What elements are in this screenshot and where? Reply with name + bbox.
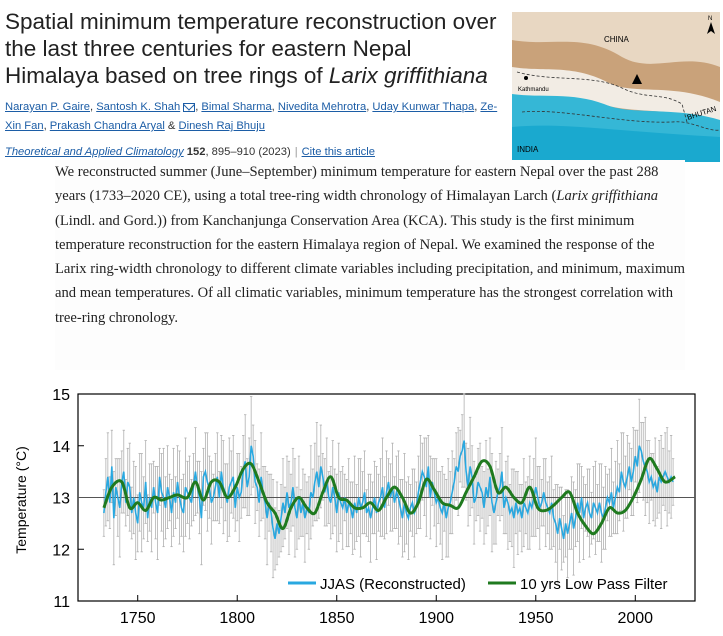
y-tick-label: 13 <box>52 491 70 508</box>
y-tick-label: 12 <box>52 542 70 559</box>
kathmandu-marker <box>524 76 528 80</box>
temperature-chart: Temperature (°C) 11 12 13 14 15 1750 1800 1850 1… <box>13 387 696 627</box>
legend-label-reconstructed: JJAS (Reconstructed) <box>320 576 466 593</box>
legend-label-lowpass: 10 yrs Low Pass Filter <box>520 576 668 593</box>
china-label: CHINA <box>604 35 630 44</box>
author-link[interactable]: Santosh K. Shah <box>96 101 181 113</box>
x-tick-label: 1850 <box>319 610 355 627</box>
x-tick-label: 1750 <box>120 610 156 627</box>
x-tick-label: 1800 <box>219 610 255 627</box>
author-link[interactable]: Bimal Sharma <box>201 101 272 113</box>
kathmandu-label: Kathmandu <box>518 87 549 93</box>
study-site-icon <box>632 74 642 84</box>
y-tick-label: 15 <box>52 387 70 404</box>
title-main: Spatial minimum temperature reconstructi… <box>5 9 497 88</box>
map-border <box>516 71 688 123</box>
series-group <box>102 440 676 540</box>
article-title: Spatial minimum temperature reconstructi… <box>5 8 505 89</box>
map-plains <box>512 125 720 162</box>
y-axis-label: Temperature (°C) <box>13 446 29 554</box>
journal-line: Theoretical and Applied Climatology 152,… <box>5 146 375 158</box>
abstract-part-1: We reconstructed summer (June–September)… <box>55 164 659 205</box>
india-label: INDIA <box>517 145 539 154</box>
author-link[interactable]: Nivedita Mehrotra <box>277 101 367 113</box>
author-list: Narayan P. Gaire, Santosh K. Shah, Bimal… <box>5 101 498 132</box>
author-link[interactable]: Ze-Xin Fan <box>5 101 498 132</box>
y-tick-label: 11 <box>53 594 70 611</box>
journal-pages: , 895–910 (2023) <box>205 146 291 158</box>
x-tick-label: 1900 <box>418 610 454 627</box>
journal-volume: 152 <box>186 146 206 158</box>
legend: JJAS (Reconstructed) 10 yrs Low Pass Fil… <box>288 576 668 593</box>
north-arrow-icon <box>707 22 715 34</box>
abstract-part-2: (Lindl. and Gord.)) from Kanchanjunga Co… <box>55 212 685 326</box>
map-snow-ridge <box>512 12 720 67</box>
title-species: Larix griffithiana <box>328 63 488 88</box>
author-link[interactable]: Uday Kunwar Thapa <box>372 101 475 113</box>
author-link[interactable]: Prakash Chandra Aryal <box>49 120 165 132</box>
abstract-species: Larix griffithiana <box>556 188 659 205</box>
journal-link[interactable]: Theoretical and Applied Climatology <box>5 146 184 158</box>
abstract-text: We reconstructed summer (June–September)… <box>55 160 685 370</box>
separator: | <box>294 146 298 158</box>
x-tick-label: 1950 <box>518 610 554 627</box>
north-label: N <box>708 16 712 22</box>
map-border <box>521 111 720 131</box>
author-link[interactable]: Dinesh Raj Bhuju <box>178 120 265 132</box>
y-tick-label: 14 <box>52 439 70 456</box>
study-area-map: Kathmandu CHINA BHUTAN INDIA N <box>512 12 720 162</box>
error-bars <box>102 393 675 584</box>
series-lowpass <box>102 456 676 536</box>
map-high-terrain <box>512 67 720 122</box>
x-tick-label: 2000 <box>617 610 653 627</box>
email-icon[interactable] <box>183 102 196 112</box>
cite-link[interactable]: Cite this article <box>301 146 375 158</box>
author-link[interactable]: Narayan P. Gaire <box>5 101 90 113</box>
